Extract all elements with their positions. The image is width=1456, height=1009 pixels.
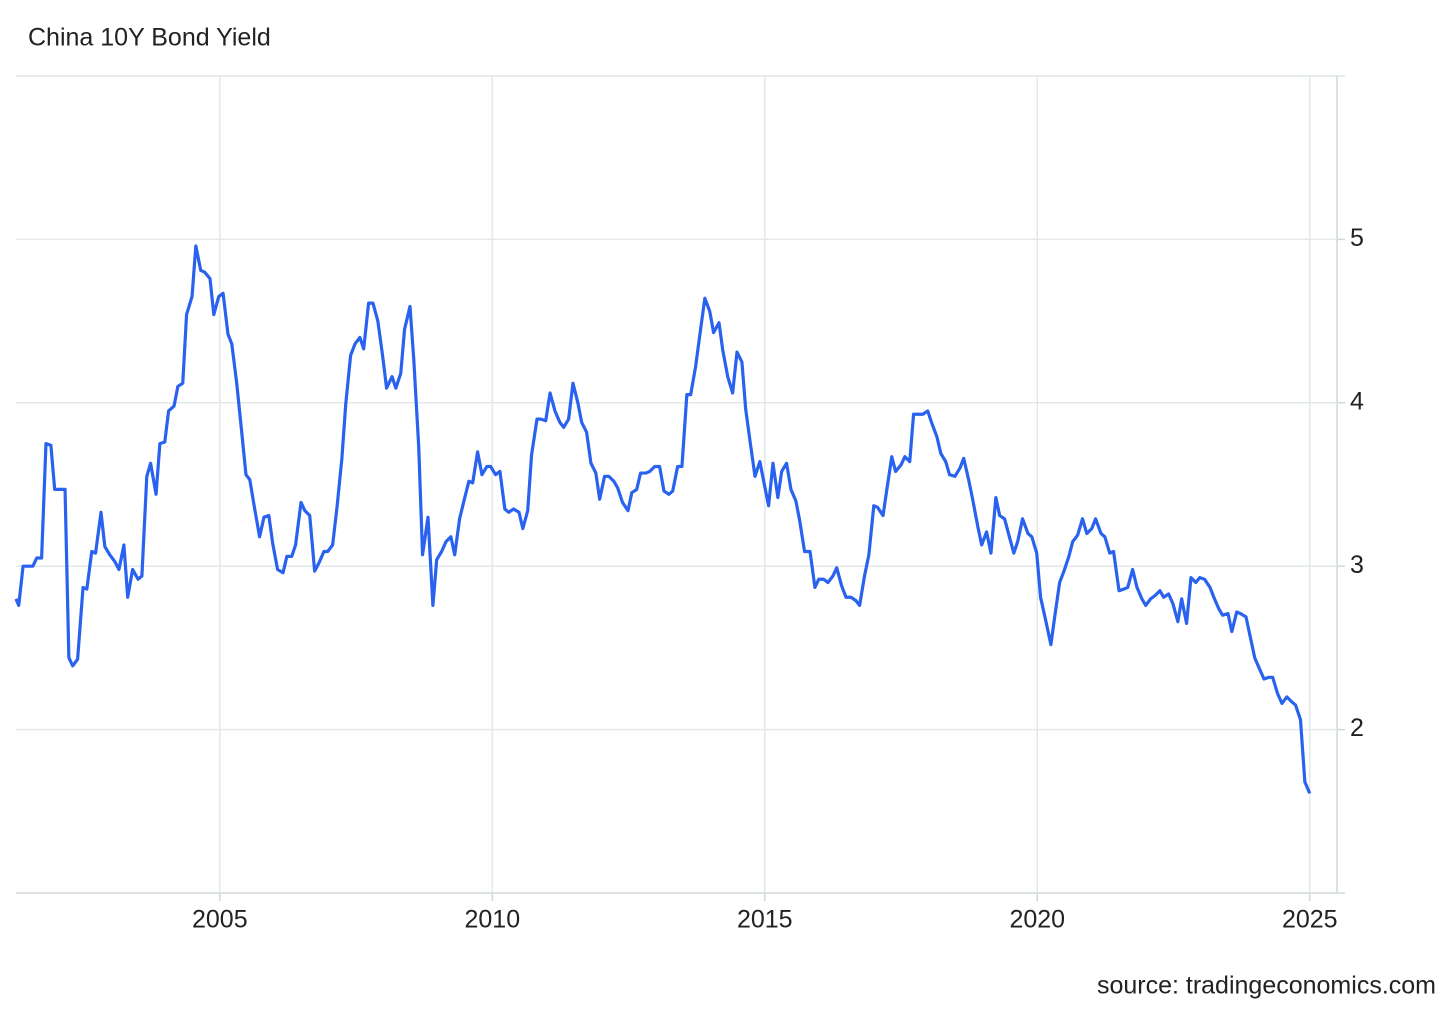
x-tick-label: 2005 (192, 906, 248, 934)
source-note: source: tradingeconomics.com (1097, 972, 1436, 1000)
y-tick-label: 5 (1350, 224, 1364, 252)
y-tick-label: 4 (1350, 387, 1364, 415)
x-tick-label: 2020 (1009, 906, 1065, 934)
chart-title: China 10Y Bond Yield (28, 24, 271, 52)
x-tick-label: 2025 (1282, 906, 1338, 934)
x-tick-label: 2010 (464, 906, 520, 934)
y-tick-label: 2 (1350, 714, 1364, 742)
y-tick-label: 3 (1350, 551, 1364, 579)
x-tick-label: 2015 (737, 906, 793, 934)
data-line (14, 244, 1312, 794)
